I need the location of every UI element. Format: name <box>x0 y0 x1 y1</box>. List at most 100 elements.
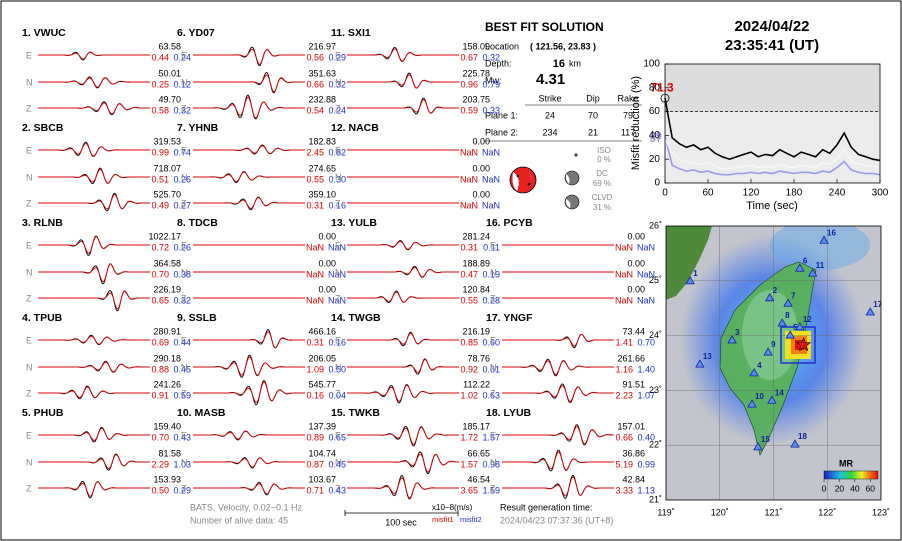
station-marker <box>753 442 763 451</box>
synthetic-trace <box>347 74 459 89</box>
component-label: Z <box>335 293 341 303</box>
component-label: Z <box>26 388 32 398</box>
component-label: Z <box>490 293 496 303</box>
misfit1: 0.96 <box>460 79 478 89</box>
station-number: 4 <box>757 361 762 370</box>
component-label: N <box>335 457 342 467</box>
beachball <box>509 166 537 194</box>
misfit2: 0.24 <box>328 105 346 115</box>
dip: 21 <box>588 127 598 137</box>
misfit1: 1.09 <box>306 364 324 374</box>
x-tick-label: 0 <box>662 188 668 199</box>
colorbar-tick-label: 40 <box>850 483 860 493</box>
misfit2: 0.70 <box>637 337 655 347</box>
misfit2: 0.43 <box>173 432 191 442</box>
misfit2: 0.61 <box>482 364 500 374</box>
x-tick-label: 120 <box>743 188 760 199</box>
synthetic-trace <box>38 236 150 254</box>
amplitude: 0.00 <box>318 284 336 294</box>
amplitude: 0.00 <box>472 136 490 146</box>
synthetic-trace <box>347 48 459 62</box>
component-label: Z <box>26 483 32 493</box>
synthetic-trace <box>38 168 150 184</box>
component-label: N <box>26 172 33 182</box>
result-time: 2024/04/23 07:37:36 (UT+8) <box>500 515 613 525</box>
station-title: 7. YHNB <box>177 122 219 134</box>
misfit1: 1.16 <box>615 364 633 374</box>
station-number: 14 <box>775 388 784 397</box>
amplitude: 0.00 <box>627 258 645 268</box>
x-axis-label: Time (sec) <box>746 200 798 212</box>
station-marker <box>765 292 775 302</box>
misfit1: 0.70 <box>151 269 169 279</box>
misfit2: 0.32 <box>173 105 191 115</box>
station-marker <box>777 318 787 327</box>
misfit2: 0.50 <box>328 364 346 374</box>
map-frame <box>665 225 882 501</box>
iso-label: ISO <box>597 146 611 155</box>
misfit2: 0.63 <box>482 390 500 400</box>
synthetic-trace <box>38 77 150 88</box>
misfit1: 0.59 <box>460 105 478 115</box>
synthetic-trace <box>347 359 459 373</box>
component-label: E <box>335 145 341 155</box>
station-marker <box>685 275 695 285</box>
station-number: 13 <box>703 352 712 361</box>
misfit1: 0.54 <box>306 105 324 115</box>
component-label: E <box>490 335 496 345</box>
amplitude: 351.63 <box>308 68 336 78</box>
amplitude: 226.19 <box>153 284 181 294</box>
misfit2: 0.29 <box>173 485 191 495</box>
epicenter <box>796 337 812 352</box>
station-title: 14. TWGB <box>331 312 381 324</box>
misfit2: 0.32 <box>328 79 346 89</box>
synthetic-trace <box>347 99 459 114</box>
amplitude: 188.89 <box>462 258 490 268</box>
station-number: 8 <box>785 311 790 320</box>
misfit2: 1.59 <box>482 485 500 495</box>
misfit1: 1.41 <box>615 337 633 347</box>
synthetic-trace <box>193 74 305 93</box>
misfit2: 0.30 <box>328 174 346 184</box>
misfit2: 0.11 <box>483 242 500 252</box>
event-time: 23:35:41 (UT) <box>725 37 819 54</box>
station-title: 3. RLNB <box>22 217 63 229</box>
misfit1: 0.66 <box>306 79 324 89</box>
station-marker <box>795 322 805 331</box>
misfit2: 0.19 <box>482 269 500 279</box>
lat-tick-label: 26˚ <box>649 220 662 230</box>
x-tick-label: 240 <box>829 188 846 199</box>
synthetic-trace <box>193 48 305 65</box>
amplitude: 81.58 <box>158 448 181 458</box>
component-label: E <box>490 240 496 250</box>
station-marker <box>767 395 777 404</box>
series-start-label: 71.3 <box>650 80 674 94</box>
component-label: N <box>335 362 342 372</box>
component-label: E <box>181 50 187 60</box>
lon-tick-label: 123˚ <box>872 507 890 517</box>
synthetic-trace <box>193 430 305 440</box>
station-marker <box>865 307 875 316</box>
misfit1: 0.44 <box>151 52 169 62</box>
component-label: N <box>335 172 342 182</box>
misfit2: NaN <box>482 200 500 210</box>
station-title: 9. SSLB <box>177 312 217 324</box>
synthetic-trace <box>502 451 614 471</box>
amplitude: 50.01 <box>158 68 181 78</box>
unit-label: x10−8(m/s) <box>432 503 473 512</box>
y-tick-label: 40 <box>649 130 661 141</box>
amplitude: 46.54 <box>467 474 490 484</box>
station-marker <box>727 335 737 344</box>
misfit1: 2.29 <box>151 459 169 469</box>
misfit1: 0.55 <box>306 174 324 184</box>
component-label: N <box>490 457 497 467</box>
colorbar-tick-label: 0 <box>822 483 827 493</box>
component-label: E <box>181 335 187 345</box>
misfit1: 0.67 <box>460 52 478 62</box>
component-label: Z <box>335 198 341 208</box>
synthetic-trace <box>347 241 459 250</box>
misfit1: 1.72 <box>460 432 478 442</box>
misfit-line <box>664 138 881 170</box>
synthetic-trace <box>347 332 459 345</box>
